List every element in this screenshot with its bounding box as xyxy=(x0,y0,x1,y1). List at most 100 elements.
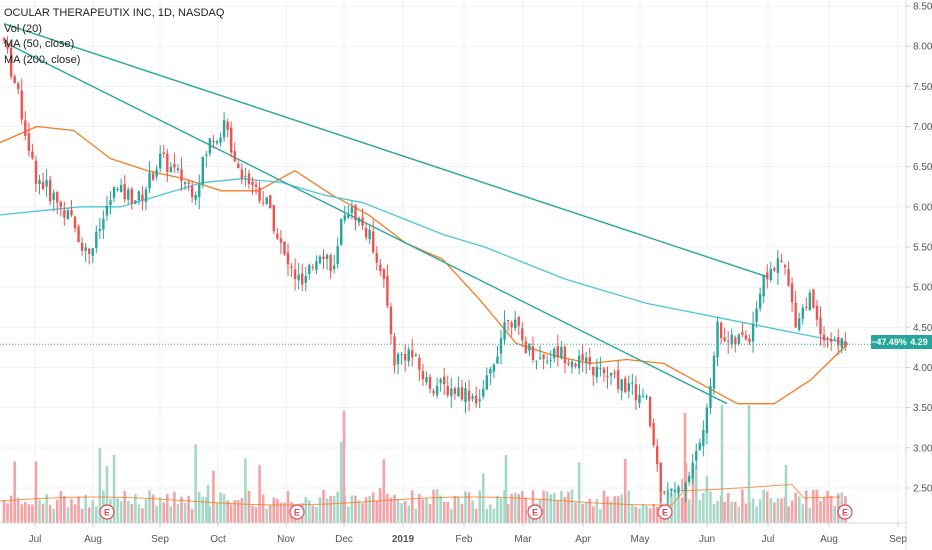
candle-body xyxy=(137,191,141,201)
volume-bar xyxy=(315,506,318,523)
candlesticks xyxy=(2,36,847,507)
volume-bar xyxy=(48,504,52,523)
candle-body xyxy=(105,206,109,216)
candle-body xyxy=(506,319,510,321)
candle-body xyxy=(222,120,226,138)
candle-body xyxy=(261,202,265,204)
candle-body xyxy=(485,375,488,390)
earnings-marker-label: E xyxy=(842,508,848,518)
time-tick-label: Sep xyxy=(889,534,907,545)
volume-bar xyxy=(655,506,659,523)
candle-body xyxy=(304,275,307,283)
volume-bar xyxy=(169,506,173,523)
volume-bar xyxy=(563,497,567,523)
candle-body xyxy=(677,486,680,494)
price-tick-label: 3.00 xyxy=(913,443,932,454)
volume-bar xyxy=(91,500,95,523)
volume-bar xyxy=(691,468,695,523)
candle-body xyxy=(680,489,684,491)
candle-body xyxy=(439,379,442,384)
volume-bar xyxy=(513,492,517,523)
volume-bar xyxy=(219,492,222,523)
trendlines[interactable] xyxy=(3,23,768,405)
volume-bar xyxy=(336,491,339,523)
earnings-marker-label: E xyxy=(532,508,538,518)
volume-bar xyxy=(773,502,776,523)
legend-vol: Vol (20) xyxy=(4,22,42,35)
candle-body xyxy=(123,184,126,199)
volume-bar xyxy=(581,504,584,523)
chart-legend: OCULAR THERAPEUTIX INC, 1D, NASDAQ Vol (… xyxy=(4,6,224,68)
price-tick-label: 5.00 xyxy=(913,283,932,294)
volume-bar xyxy=(723,501,726,523)
earnings-marker[interactable] xyxy=(657,504,673,520)
volume-bar xyxy=(325,498,329,523)
candle-body xyxy=(6,43,9,49)
earnings-marker[interactable] xyxy=(527,504,543,520)
candle-body xyxy=(684,483,687,491)
volume-bar xyxy=(829,495,833,523)
candle-body xyxy=(620,379,623,391)
candle-body xyxy=(638,395,641,403)
candle-body xyxy=(496,356,499,364)
candle-body xyxy=(542,354,545,359)
volume-bar xyxy=(375,500,379,523)
time-tick-label: Dec xyxy=(335,534,353,545)
earnings-marker[interactable] xyxy=(289,504,305,520)
candle-body xyxy=(212,141,215,143)
volume-bar xyxy=(41,503,45,523)
volume-bar xyxy=(197,492,201,523)
volume-bar xyxy=(510,493,513,523)
last-price-text: 4.29 xyxy=(910,337,928,347)
candle-body xyxy=(98,228,102,231)
candle-body xyxy=(198,184,201,198)
volume-bar xyxy=(705,476,709,523)
volume-bar xyxy=(652,504,655,523)
candle-body xyxy=(173,163,176,168)
earnings-marker[interactable] xyxy=(99,504,115,520)
volume-bar xyxy=(616,496,620,523)
candle-body xyxy=(272,205,275,232)
candle-body xyxy=(794,302,797,328)
price-tick-label: 8.50 xyxy=(913,2,932,13)
candle-body xyxy=(407,349,410,362)
volume-bar xyxy=(254,507,258,523)
volume-bar xyxy=(166,494,169,523)
volume-bar xyxy=(574,502,577,523)
volume-bar xyxy=(737,506,741,523)
candle-body xyxy=(727,341,730,343)
volume-bar xyxy=(410,490,414,523)
candle-body xyxy=(311,267,315,269)
candle-body xyxy=(230,127,233,153)
volume-bar xyxy=(453,495,457,523)
candle-body xyxy=(45,180,48,187)
candle-body xyxy=(538,357,542,359)
ma50-polyline xyxy=(0,125,849,405)
volume-bar xyxy=(45,494,48,523)
candle-body xyxy=(41,181,45,189)
price-axis[interactable]: 8.50 8.00 7.50 7.00 6.50 6.00 5.50 5.00 4.50 4.00… xyxy=(906,2,932,495)
trendline-upper[interactable] xyxy=(3,23,768,278)
volume-bar xyxy=(332,495,336,523)
candle-body xyxy=(382,269,386,279)
volume-bar xyxy=(240,498,244,523)
time-axis[interactable]: Jul Aug Sep Oct Nov Dec 2019 Feb Mar Apr May Jun Jul… xyxy=(29,523,908,545)
volume-bar xyxy=(758,499,762,523)
candle-body xyxy=(712,355,716,389)
candle-body xyxy=(332,265,336,270)
candle-body xyxy=(528,343,531,351)
candle-body xyxy=(482,389,485,397)
candle-body xyxy=(503,322,506,340)
candle-body xyxy=(116,188,119,190)
candle-body xyxy=(471,396,474,400)
candle-body xyxy=(130,189,133,204)
candle-body xyxy=(347,214,350,218)
candle-body xyxy=(829,338,833,342)
volume-bar xyxy=(584,502,588,523)
candle-body xyxy=(421,371,425,380)
volume-bar xyxy=(446,501,450,523)
earnings-marker[interactable] xyxy=(837,504,853,520)
trendline-lower[interactable] xyxy=(3,41,728,405)
